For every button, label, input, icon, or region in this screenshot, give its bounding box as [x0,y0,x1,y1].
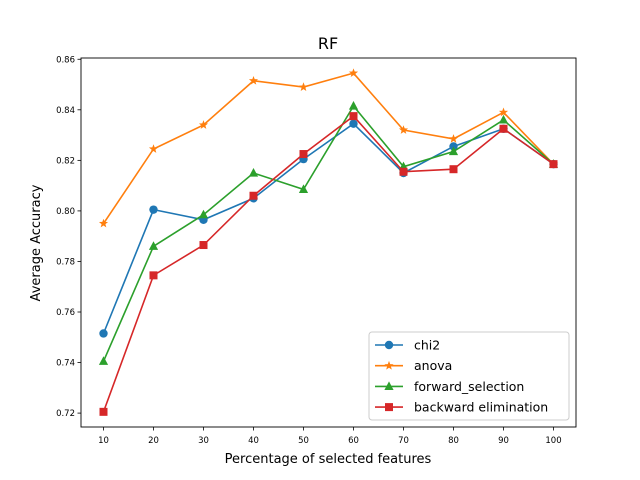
data-point-backward-elimination [349,112,358,121]
legend-marker-backward-elimination [385,403,393,412]
axes-frame [80,57,577,428]
legend: chi2 anova forward_selection backward elimi… [368,331,570,421]
y-tick-label: 0.80 [56,207,75,217]
x-tick-label: 70 [398,436,409,446]
data-point-forward-selection [198,209,209,219]
y-tick-label: 0.72 [56,409,75,419]
legend-marker-chi2 [384,340,394,350]
x-tick-label: 60 [348,436,359,446]
data-point-backward-elimination [299,150,308,159]
x-tick-label: 90 [498,436,509,446]
legend-label-forward-selection: forward_selection [414,379,524,394]
data-point-forward-selection [98,356,109,365]
y-tick-label: 0.78 [56,257,75,267]
legend-label-anova: anova [414,358,452,373]
data-point-anova [248,75,259,85]
y-axis-label: Average Accuracy [29,184,44,301]
data-point-backward-elimination [149,271,158,280]
legend-label-chi2: chi2 [414,338,440,353]
data-point-backward-elimination [549,160,558,169]
x-tick-label: 30 [198,436,209,446]
data-point-anova [398,125,409,134]
x-tick-label: 10 [98,436,109,446]
data-point-forward-selection [498,114,509,124]
data-point-chi2 [99,329,108,338]
series-line-anova [102,72,555,224]
data-point-anova [148,144,159,153]
data-point-forward-selection [148,241,159,250]
data-point-forward-selection [348,101,359,110]
y-tick-label: 0.84 [56,106,75,116]
data-point-backward-elimination [199,241,208,250]
data-point-anova [198,120,209,129]
series-line-chi2 [102,122,554,334]
data-point-anova [448,134,459,143]
data-point-anova [298,82,309,91]
legend-label-backward-elimination: backward elimination [414,400,548,415]
data-point-backward-elimination [399,167,408,176]
data-point-backward-elimination [449,165,458,174]
x-tick-label: 80 [448,436,459,446]
data-point-chi2 [149,205,158,214]
y-tick-label: 0.74 [56,359,75,369]
x-tick-label: 50 [298,436,309,446]
series-line-backward-elimination [102,115,554,413]
data-point-backward-elimination [249,191,258,200]
chart-title: RF [318,34,338,53]
x-axis-label: Percentage of selected features [225,452,432,467]
data-point-chi2 [349,119,358,128]
x-tick-label: 20 [148,436,159,446]
y-tick-label: 0.82 [56,156,75,166]
x-tick-label: 40 [248,436,259,446]
legend-box [368,331,570,421]
legend-marker-forward-selection [384,381,394,390]
data-point-forward-selection [298,184,309,194]
x-tick-label: 100 [545,436,561,446]
data-point-forward-selection [448,146,459,156]
data-point-anova [348,68,359,78]
y-tick-label: 0.76 [56,308,75,318]
data-point-backward-elimination [499,124,508,133]
y-tick-label: 0.86 [56,55,75,65]
data-point-chi2 [449,142,458,151]
data-point-anova [98,218,109,228]
series-line-forward-selection [102,104,555,362]
data-point-backward-elimination [99,407,108,416]
legend-marker-anova [384,360,394,370]
data-point-anova [498,107,509,117]
data-point-forward-selection [248,167,259,177]
plot-area: 10 20 30 40 50 60 70 80 90 100 0.72 0.74 0.76 0.78 0.8… [56,55,577,446]
